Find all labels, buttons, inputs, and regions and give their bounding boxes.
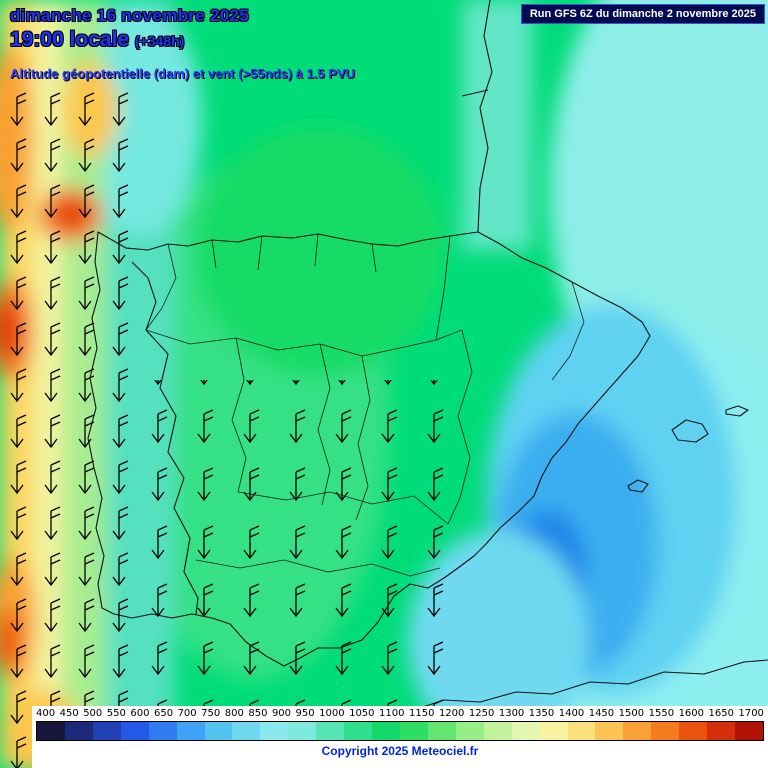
colorbar-cell xyxy=(427,722,456,740)
colorbar-tick: 950 xyxy=(295,708,315,719)
colorbar-cell xyxy=(735,722,763,740)
colorbar-cell xyxy=(204,722,233,740)
legend: 400 450 500 550 600 650 700 750 800 850 900 950 1000… xyxy=(32,706,768,768)
colorbar-tick: 650 xyxy=(153,708,174,719)
colorbar-cell xyxy=(372,722,400,740)
valid-time-value: 19:00 locale xyxy=(10,28,130,51)
colorbar-cell xyxy=(511,722,540,740)
wind-barbs xyxy=(0,86,468,768)
colorbar-tick: 1650 xyxy=(708,708,734,719)
copyright: Copyright 2025 Meteociel.fr xyxy=(321,744,479,758)
colorbar-tick: 1250 xyxy=(468,708,495,719)
colorbar-tick: 1500 xyxy=(618,708,645,719)
colorbar-cell xyxy=(651,722,680,740)
chart-title: Altitude géopotentielle (dam) et vent (>… xyxy=(10,66,355,81)
colorbar-tick: 1100 xyxy=(379,708,405,719)
colorbar-tick: 1050 xyxy=(349,708,375,719)
colorbar-cell xyxy=(483,722,512,740)
colorbar-tick: 1000 xyxy=(319,708,345,719)
colorbar-cell xyxy=(455,722,484,740)
colorbar-tick: 450 xyxy=(59,708,79,719)
colorbar-tick: 1200 xyxy=(438,708,465,719)
colorbar-cell xyxy=(399,722,428,740)
colorbar-tick: 800 xyxy=(224,708,244,719)
colorbar-cell xyxy=(623,722,652,740)
valid-date: dimanche 16 novembre 2025 xyxy=(10,6,250,25)
colorbar-cell xyxy=(567,722,596,740)
colorbar-cell xyxy=(148,722,177,740)
colorbar-cell xyxy=(260,722,289,740)
colorbar-cell xyxy=(595,722,624,740)
colorbar-tick: 1150 xyxy=(408,708,435,719)
colorbar-cell xyxy=(232,722,261,740)
colorbar-cell xyxy=(92,722,121,740)
colorbar-tick: 700 xyxy=(177,708,197,719)
colorbar-tick: 1550 xyxy=(648,708,675,719)
colorbar-tick: 400 xyxy=(36,708,56,719)
colorbar-cell xyxy=(120,722,149,740)
colorbar-cell xyxy=(176,722,205,740)
model-run-badge: Run GFS 6Z du dimanche 2 novembre 2025 xyxy=(520,4,765,24)
colorbar-cell xyxy=(64,722,93,740)
colorbar-tick: 1600 xyxy=(678,708,705,719)
colorbar-tick: 1300 xyxy=(498,708,525,719)
colorbar-tick: 1700 xyxy=(738,708,764,719)
colorbar-tick: 750 xyxy=(201,708,221,719)
valid-time: 19:00 locale (+348h) xyxy=(10,28,355,52)
colorbar-cell xyxy=(37,722,65,740)
colorbar-tick: 1450 xyxy=(588,708,615,719)
forecast-offset: (+348h) xyxy=(134,33,185,49)
colorbar xyxy=(36,721,764,741)
colorbar-cell xyxy=(316,722,345,740)
colorbar-tick: 1350 xyxy=(528,708,555,719)
colorbar-tick: 500 xyxy=(83,708,103,719)
colorbar-tick: 850 xyxy=(248,708,268,719)
colorbar-tick: 1400 xyxy=(558,708,585,719)
colorbar-tick: 900 xyxy=(271,708,292,719)
colorbar-cell xyxy=(707,722,736,740)
colorbar-tick: 600 xyxy=(130,708,150,719)
colorbar-cell xyxy=(344,722,373,740)
colorbar-ticks: 400 450 500 550 600 650 700 750 800 850 900 950 1000… xyxy=(36,708,764,719)
map-header: dimanche 16 novembre 2025 19:00 locale (… xyxy=(10,6,355,81)
colorbar-cell xyxy=(288,722,317,740)
colorbar-tick: 550 xyxy=(106,708,126,719)
colorbar-cell xyxy=(679,722,708,740)
colorbar-cell xyxy=(539,722,568,740)
